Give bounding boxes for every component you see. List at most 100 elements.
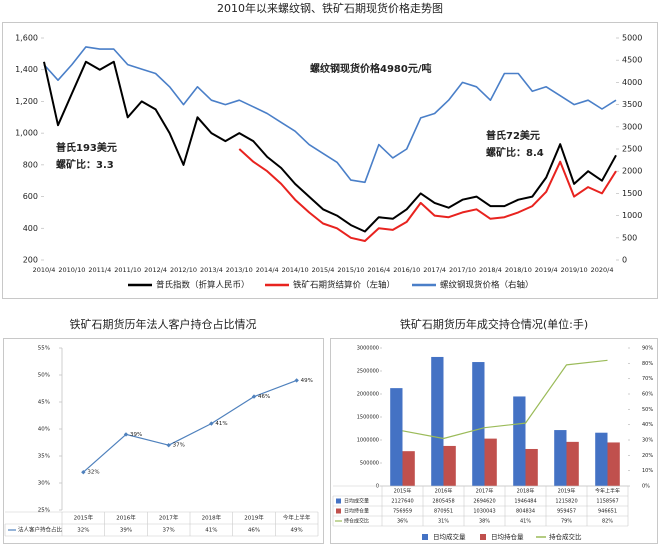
bar bbox=[566, 441, 579, 486]
legend-swatch bbox=[336, 508, 341, 514]
y-tick-label: 4500 bbox=[622, 56, 642, 65]
x-tick-label: 2019年 bbox=[558, 488, 576, 495]
chart-frame bbox=[2, 22, 658, 299]
table-cell: 79% bbox=[561, 519, 572, 525]
annotation: 螺矿比：8.4 bbox=[486, 146, 544, 159]
y-tick-label: 800 bbox=[23, 160, 38, 169]
y-tick-label: 600 bbox=[23, 192, 38, 201]
y-tick-label: 1500 bbox=[622, 189, 642, 198]
legend-swatch bbox=[480, 534, 486, 540]
x-tick-label: 2016年 bbox=[435, 488, 453, 495]
y-tick-label: 2000 bbox=[622, 167, 642, 176]
table-cell: 1158567 bbox=[596, 499, 618, 505]
y-tick-label: 500 bbox=[622, 233, 637, 242]
x-tick-label: 2010/4 bbox=[33, 266, 56, 274]
y-tick-label: 50% bbox=[38, 373, 50, 379]
y-tick-label: 2500 bbox=[622, 145, 642, 154]
bar bbox=[443, 445, 456, 486]
y-tick-label: 20% bbox=[642, 453, 653, 459]
legend-label: 铁矿石期货结算价（左轴） bbox=[293, 280, 395, 291]
y-tick-label: 55% bbox=[38, 346, 50, 352]
legend-label: 法人客户持仓占比 bbox=[18, 526, 63, 534]
table-cell: 82% bbox=[602, 519, 613, 525]
y-tick-label: 1000 bbox=[622, 211, 642, 220]
chart-frame bbox=[3, 338, 324, 544]
x-tick-label: 2011/10 bbox=[114, 266, 141, 274]
table-cell: 38% bbox=[479, 519, 490, 525]
y-tick-label: 0 bbox=[622, 256, 627, 265]
data-label: 32% bbox=[87, 470, 99, 476]
x-tick-label: 2019/10 bbox=[561, 266, 588, 274]
annotation: 螺纹钢现货价格4980元/吨 bbox=[310, 62, 431, 75]
table-cell: 1215820 bbox=[555, 499, 577, 505]
y-tick-label: 400 bbox=[23, 224, 38, 233]
x-tick-label: 2015/4 bbox=[312, 266, 335, 274]
table-cell: 46% bbox=[248, 528, 260, 534]
y-tick-label: 35% bbox=[38, 454, 50, 460]
table-cell: 49% bbox=[291, 528, 303, 534]
bar bbox=[595, 432, 608, 486]
table-cell: 41% bbox=[205, 528, 217, 534]
marker bbox=[251, 394, 257, 399]
x-tick-label: 2015/10 bbox=[337, 266, 364, 274]
y-tick-label: 1,000 bbox=[15, 129, 38, 138]
table-cell: 1946484 bbox=[514, 499, 536, 505]
x-tick-label: 2016/4 bbox=[367, 266, 390, 274]
y-tick-label: 30% bbox=[642, 438, 653, 444]
table-cell: 1030043 bbox=[473, 509, 495, 515]
y-tick-label: 40% bbox=[642, 422, 653, 428]
table-cell: 2805458 bbox=[432, 499, 454, 505]
x-tick-label: 2016/10 bbox=[393, 266, 420, 274]
legend-label: 日均持仓量 bbox=[344, 508, 369, 515]
table-cell: 959457 bbox=[557, 509, 576, 515]
x-tick-label: 2017/4 bbox=[423, 266, 446, 274]
bar bbox=[472, 362, 485, 486]
chart-title: 铁矿石期货历年成交持仓情况(单位:手) bbox=[400, 317, 588, 331]
x-tick-label: 2014/10 bbox=[282, 266, 309, 274]
y-tick-label: 2000000 bbox=[357, 392, 379, 398]
table-cell: 39% bbox=[120, 528, 132, 534]
y-tick-label: 2500000 bbox=[357, 369, 379, 375]
x-tick-label: 2014/4 bbox=[256, 266, 279, 274]
legend-label: 持仓成交比 bbox=[549, 532, 582, 541]
y-tick-label: 3000000 bbox=[357, 346, 379, 352]
x-tick-label: 2015年 bbox=[74, 514, 94, 522]
line-series bbox=[43, 60, 617, 233]
x-tick-label: 2018/4 bbox=[479, 266, 502, 274]
x-tick-label: 2010/10 bbox=[58, 266, 85, 274]
x-tick-label: 2015年 bbox=[394, 488, 412, 495]
table-cell: 946651 bbox=[598, 509, 617, 515]
y-tick-label: 70% bbox=[642, 376, 653, 382]
data-label: 49% bbox=[301, 378, 313, 384]
y-tick-label: 500000 bbox=[360, 461, 379, 467]
y-tick-label: 80% bbox=[642, 361, 653, 367]
y-tick-label: 30% bbox=[38, 481, 50, 487]
annotation: 螺矿比：3.3 bbox=[56, 158, 114, 171]
y-tick-label: 90% bbox=[642, 346, 653, 352]
data-label: 39% bbox=[130, 432, 142, 438]
y-tick-label: 5000 bbox=[622, 34, 642, 43]
x-tick-label: 2019年 bbox=[244, 514, 264, 522]
y-tick-label: 50% bbox=[642, 407, 653, 413]
table-cell: 2694620 bbox=[473, 499, 495, 505]
line-series bbox=[402, 359, 608, 440]
x-tick-label: 2018/10 bbox=[505, 266, 532, 274]
y-tick-label: 60% bbox=[642, 392, 653, 398]
y-tick-label: 1,600 bbox=[15, 34, 38, 43]
y-tick-label: 1,200 bbox=[15, 97, 38, 106]
marker bbox=[123, 432, 129, 437]
data-label: 41% bbox=[215, 421, 227, 427]
marker bbox=[166, 443, 171, 448]
y-tick-label: 200 bbox=[23, 256, 38, 265]
x-tick-label: 2018年 bbox=[202, 514, 222, 522]
table-cell: 36% bbox=[397, 519, 408, 525]
legend-label: 日均成交量 bbox=[433, 532, 466, 541]
x-tick-label: 2013/10 bbox=[226, 266, 253, 274]
x-tick-label: 2020/4 bbox=[591, 266, 614, 274]
legend-swatch bbox=[336, 498, 341, 504]
chart-title: 2010年以来螺纹钢、铁矿石期现货价格走势图 bbox=[217, 1, 443, 15]
legend-label: 日均持仓量 bbox=[491, 532, 524, 541]
data-label: 37% bbox=[173, 443, 185, 449]
bar bbox=[390, 388, 403, 486]
table-cell: 32% bbox=[77, 528, 89, 534]
